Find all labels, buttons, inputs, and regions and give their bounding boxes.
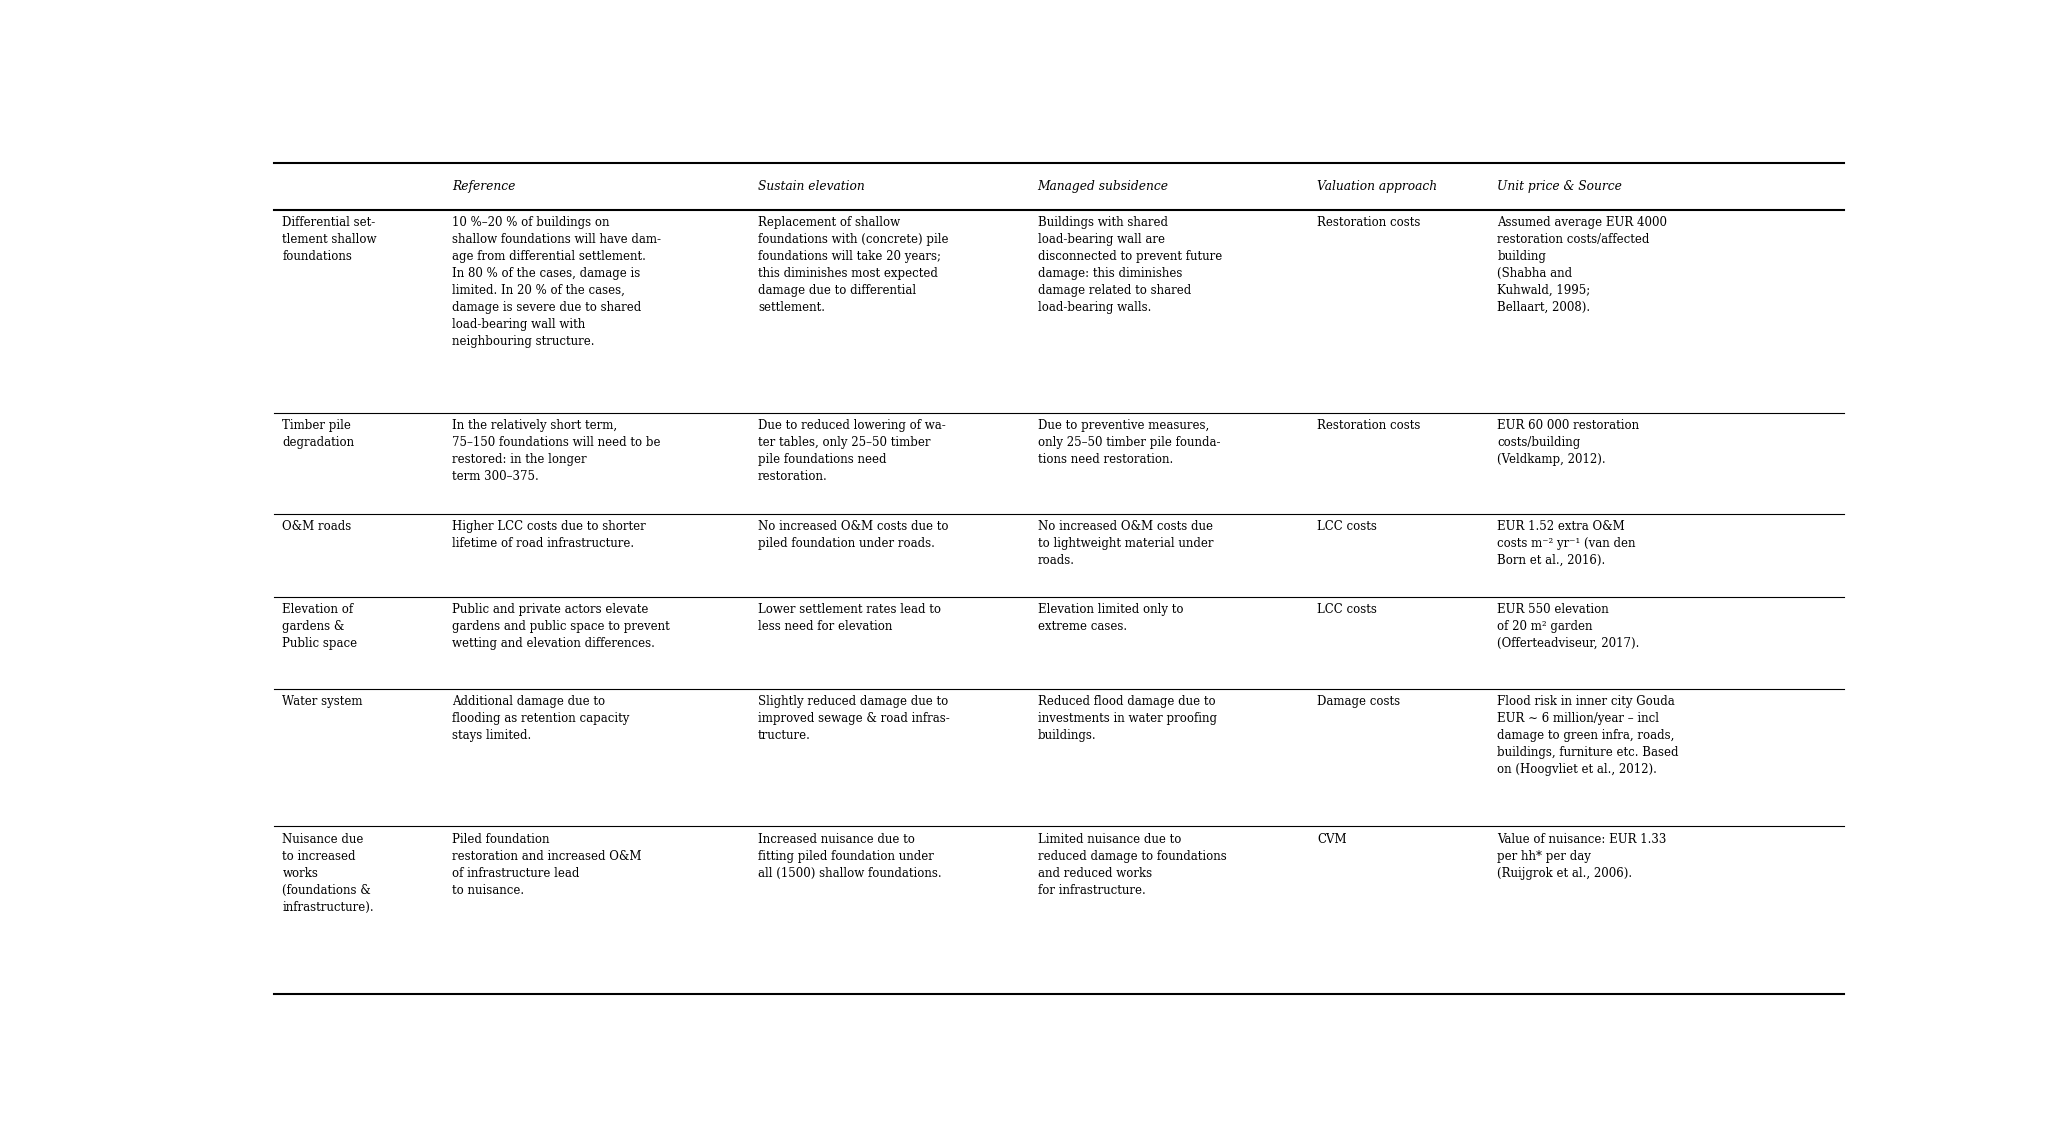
Text: Sustain elevation: Sustain elevation [759, 179, 864, 192]
Text: Elevation of
gardens &
Public space: Elevation of gardens & Public space [283, 603, 358, 650]
Text: EUR 1.52 extra O&M
costs m⁻² yr⁻¹ (van den
Born et al., 2016).: EUR 1.52 extra O&M costs m⁻² yr⁻¹ (van d… [1497, 520, 1635, 567]
Text: Piled foundation
restoration and increased O&M
of infrastructure lead
to nuisanc: Piled foundation restoration and increas… [453, 833, 641, 896]
Text: Nuisance due
to increased
works
(foundations &
infrastructure).: Nuisance due to increased works (foundat… [283, 833, 374, 913]
Text: Slightly reduced damage due to
improved sewage & road infras-
tructure.: Slightly reduced damage due to improved … [759, 695, 951, 742]
Text: Water system: Water system [283, 695, 364, 708]
Text: Limited nuisance due to
reduced damage to foundations
and reduced works
for infr: Limited nuisance due to reduced damage t… [1038, 833, 1226, 896]
Text: Flood risk in inner city Gouda
EUR ∼ 6 million/year – incl
damage to green infra: Flood risk in inner city Gouda EUR ∼ 6 m… [1497, 695, 1678, 776]
Text: No increased O&M costs due
to lightweight material under
roads.: No increased O&M costs due to lightweigh… [1038, 520, 1213, 567]
Text: O&M roads: O&M roads [283, 520, 351, 533]
Text: Lower settlement rates lead to
less need for elevation: Lower settlement rates lead to less need… [759, 603, 940, 633]
Text: Due to reduced lowering of wa-
ter tables, only 25–50 timber
pile foundations ne: Due to reduced lowering of wa- ter table… [759, 419, 947, 483]
Text: Replacement of shallow
foundations with (concrete) pile
foundations will take 20: Replacement of shallow foundations with … [759, 216, 949, 314]
Text: Additional damage due to
flooding as retention capacity
stays limited.: Additional damage due to flooding as ret… [453, 695, 628, 742]
Text: Restoration costs: Restoration costs [1317, 216, 1420, 228]
Text: Differential set-
tlement shallow
foundations: Differential set- tlement shallow founda… [283, 216, 376, 262]
Text: CVM: CVM [1317, 833, 1346, 845]
Text: Value of nuisance: EUR 1.33
per hh* per day
(Ruijgrok et al., 2006).: Value of nuisance: EUR 1.33 per hh* per … [1497, 833, 1666, 879]
Text: Higher LCC costs due to shorter
lifetime of road infrastructure.: Higher LCC costs due to shorter lifetime… [453, 520, 645, 550]
Text: Reference: Reference [453, 179, 515, 192]
Text: In the relatively short term,
75–150 foundations will need to be
restored: in th: In the relatively short term, 75–150 fou… [453, 419, 661, 483]
Text: EUR 60 000 restoration
costs/building
(Veldkamp, 2012).: EUR 60 000 restoration costs/building (V… [1497, 419, 1639, 466]
Text: Managed subsidence: Managed subsidence [1038, 179, 1168, 192]
Text: Buildings with shared
load-bearing wall are
disconnected to prevent future
damag: Buildings with shared load-bearing wall … [1038, 216, 1222, 314]
Text: Increased nuisance due to
fitting piled foundation under
all (1500) shallow foun: Increased nuisance due to fitting piled … [759, 833, 943, 879]
Text: Elevation limited only to
extreme cases.: Elevation limited only to extreme cases. [1038, 603, 1182, 633]
Text: Public and private actors elevate
gardens and public space to prevent
wetting an: Public and private actors elevate garden… [453, 603, 670, 650]
Text: 10 %–20 % of buildings on
shallow foundations will have dam-
age from differenti: 10 %–20 % of buildings on shallow founda… [453, 216, 661, 348]
Text: Timber pile
degradation: Timber pile degradation [283, 419, 356, 449]
Text: EUR 550 elevation
of 20 m² garden
(Offerteadviseur, 2017).: EUR 550 elevation of 20 m² garden (Offer… [1497, 603, 1639, 650]
Text: Reduced flood damage due to
investments in water proofing
buildings.: Reduced flood damage due to investments … [1038, 695, 1217, 742]
Text: Damage costs: Damage costs [1317, 695, 1399, 708]
Text: LCC costs: LCC costs [1317, 603, 1377, 616]
Text: LCC costs: LCC costs [1317, 520, 1377, 533]
Text: Valuation approach: Valuation approach [1317, 179, 1437, 192]
Text: Unit price & Source: Unit price & Source [1497, 179, 1623, 192]
Text: Assumed average EUR 4000
restoration costs/affected
building
(Shabha and
Kuhwald: Assumed average EUR 4000 restoration cos… [1497, 216, 1668, 314]
Text: No increased O&M costs due to
piled foundation under roads.: No increased O&M costs due to piled foun… [759, 520, 949, 550]
Text: Due to preventive measures,
only 25–50 timber pile founda-
tions need restoratio: Due to preventive measures, only 25–50 t… [1038, 419, 1220, 466]
Text: Restoration costs: Restoration costs [1317, 419, 1420, 432]
